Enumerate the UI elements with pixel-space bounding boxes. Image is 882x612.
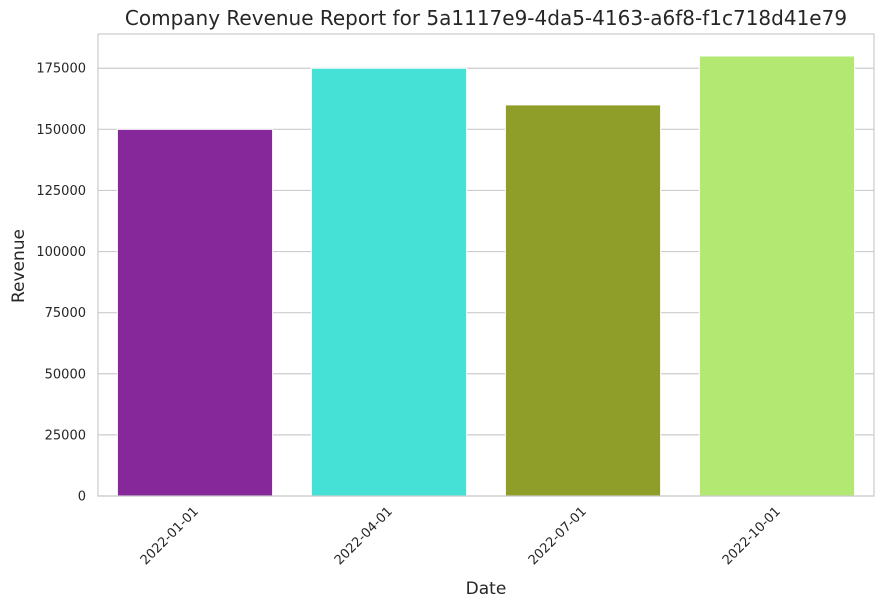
y-tick-label: 75000: [45, 306, 86, 321]
y-tick-label: 125000: [36, 184, 86, 199]
bar-2022-01-01: [116, 128, 274, 497]
bars: [116, 55, 856, 497]
y-tick-label: 50000: [45, 367, 86, 382]
y-tick-label: 0: [78, 490, 86, 505]
y-tick-labels: 0 25000 50000 75000 100000 125000 150000 175000: [36, 62, 86, 505]
chart-title: Company Revenue Report for 5a1117e9-4da5…: [125, 6, 847, 30]
y-tick-label: 25000: [45, 428, 86, 443]
x-axis-label: Date: [466, 579, 507, 599]
x-tick-label: 2022-01-01: [138, 504, 202, 568]
x-tick-label: 2022-07-01: [526, 504, 590, 568]
x-tick-label: 2022-10-01: [720, 504, 784, 568]
y-tick-label: 150000: [36, 123, 86, 138]
bar-2022-07-01: [504, 104, 662, 497]
y-tick-label: 100000: [36, 245, 86, 260]
y-tick-label: 175000: [36, 62, 86, 77]
x-tick-label: 2022-04-01: [332, 504, 396, 568]
x-tick-labels: 2022-01-01 2022-04-01 2022-07-01 2022-10-01: [138, 504, 784, 568]
plot-frame: [97, 33, 875, 497]
bar-2022-04-01: [310, 67, 468, 497]
bar-2022-10-01: [698, 55, 856, 497]
y-axis-label: Revenue: [9, 229, 29, 303]
